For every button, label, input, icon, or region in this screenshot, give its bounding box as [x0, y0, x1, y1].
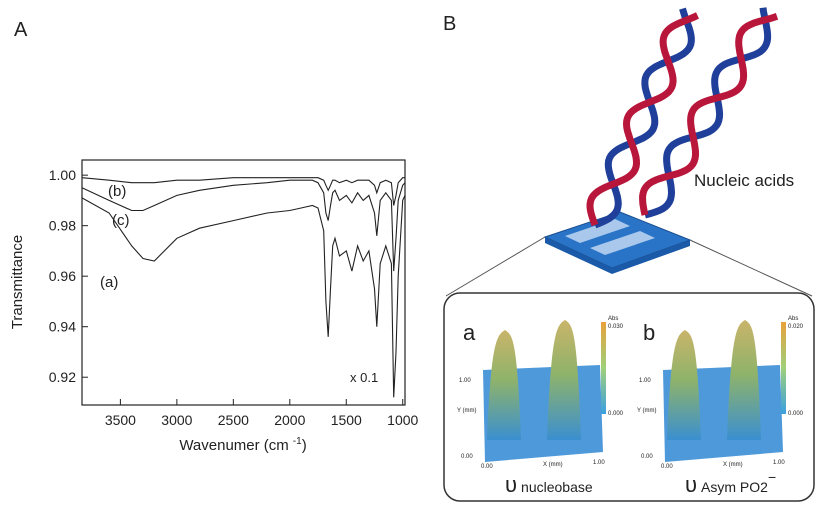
x-tick-label: 3500 [105, 412, 136, 428]
spectrum-line [81, 177, 405, 206]
axis-text: 1.00 [773, 460, 785, 466]
y-tick-label: 0.94 [49, 319, 76, 335]
surface-peak [667, 330, 701, 440]
spectrum-plot: 1.00 0.98 0.96 0.94 0.92 3500 3000 2500 2000 1500… [9, 159, 419, 454]
surface-peak [547, 320, 581, 440]
plot-frame [81, 159, 406, 406]
annotation: x 0.1 [350, 370, 378, 385]
connector [689, 239, 813, 297]
color-bar [601, 322, 606, 414]
panel-label: A [14, 19, 28, 41]
axis-text: 0.00 [461, 454, 473, 460]
mode-label: υ Asym PO2− [685, 469, 776, 497]
spectrum-line [81, 195, 406, 398]
y-tick-label: 1.00 [49, 167, 76, 183]
scale-label: Abs [788, 316, 798, 322]
helix-strand [586, 12, 699, 227]
panel-label: B [443, 13, 456, 35]
diagram: Nucleic acids Abs 0.030 0.000 1.00 Y (mm) 0.0… [443, 7, 815, 502]
helix-strand [644, 7, 772, 219]
chip-strip [565, 219, 630, 243]
x-tick-label: 2500 [218, 412, 249, 428]
axis-text: Y (mm) [457, 408, 477, 414]
scale-min: 0.000 [788, 411, 804, 417]
series-label: (c) [112, 212, 130, 229]
x-tick-label: 1000 [387, 412, 418, 428]
x-tick-label: 2000 [274, 412, 305, 428]
axis-text: Y (mm) [637, 408, 657, 414]
y-axis-label: Transmittance [9, 235, 26, 329]
diagram-label: Nucleic acids [694, 171, 794, 190]
axis-text: 0.00 [661, 464, 673, 470]
x-tick-label: 3000 [161, 412, 192, 428]
series-label: (b) [108, 183, 126, 200]
mode-label: υ nucleobase [505, 472, 593, 497]
spectrum-line [81, 179, 406, 272]
series-label: (a) [100, 274, 118, 291]
inset-letter: a [463, 320, 476, 345]
chip-edge [545, 237, 690, 274]
connector [445, 236, 546, 297]
scale-label: Abs [608, 316, 618, 322]
y-tick-label: 0.98 [49, 218, 76, 234]
y-tick-label: 0.92 [49, 369, 76, 385]
axis-text: 1.00 [459, 378, 471, 384]
axis-text: 1.00 [593, 460, 605, 466]
color-bar [781, 322, 786, 414]
y-tick-label: 0.96 [49, 268, 76, 284]
axis-text: X (mm) [543, 462, 563, 468]
axis-text: 0.00 [641, 454, 653, 460]
chip-strip [590, 231, 655, 255]
surface-peak [727, 320, 761, 440]
surface-peak [487, 330, 521, 440]
helix-strand [593, 7, 695, 229]
helix-strand [639, 12, 779, 216]
scale-max: 0.030 [608, 324, 624, 330]
scale-min: 0.000 [608, 411, 624, 417]
x-tick-label: 1500 [331, 412, 362, 428]
axis-text: 1.00 [639, 378, 651, 384]
axis-text: X (mm) [723, 462, 743, 468]
inset-letter: b [643, 320, 655, 345]
x-axis-label: Wavenumer (cm -1) [179, 436, 306, 454]
scale-max: 0.020 [788, 324, 804, 330]
axis-text: 0.00 [481, 464, 493, 470]
